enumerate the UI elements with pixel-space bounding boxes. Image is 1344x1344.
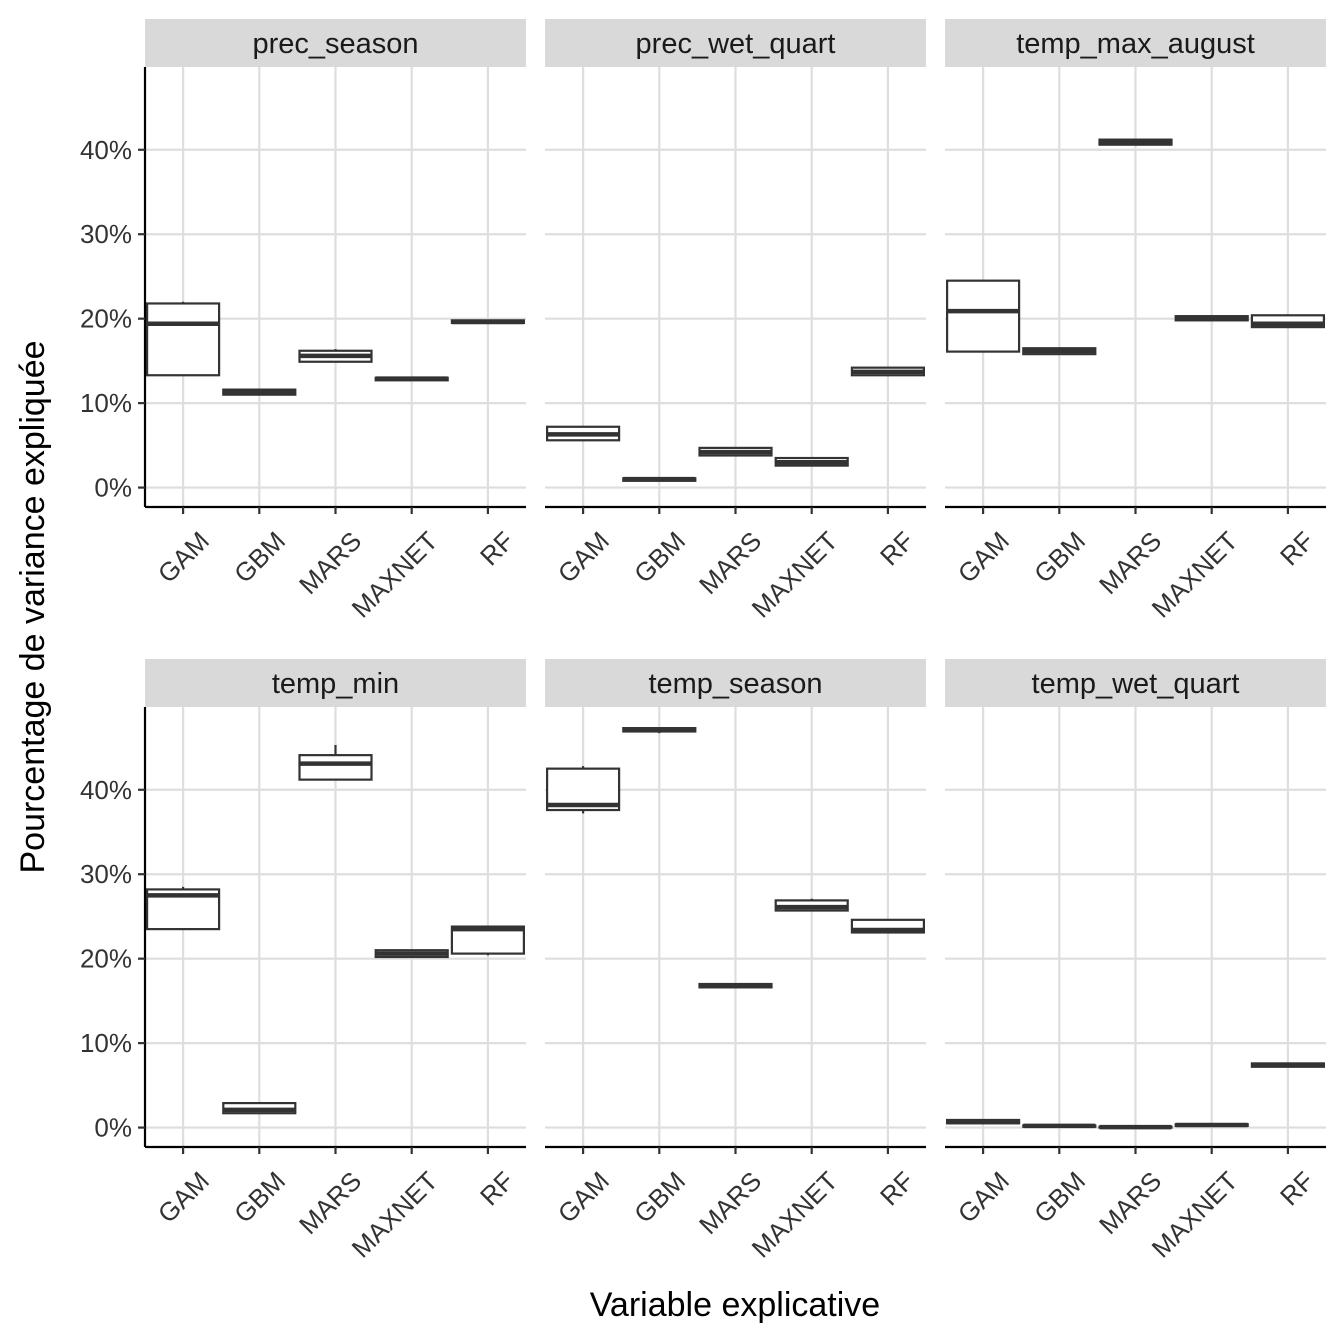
box-RF xyxy=(450,319,525,325)
x-tick-label: RF xyxy=(474,1166,520,1212)
box-iqr xyxy=(298,754,373,781)
box-MARS xyxy=(1098,138,1173,146)
x-tick-label: GAM xyxy=(552,1166,615,1229)
y-tick-label: 30% xyxy=(80,859,132,889)
x-tick-label: GBM xyxy=(228,1166,291,1229)
facet-strip xyxy=(945,659,1326,707)
x-axis-title: Variable explicative xyxy=(590,1286,880,1324)
box-RF xyxy=(450,925,525,956)
box-MARS xyxy=(298,349,373,363)
box-GBM xyxy=(222,1101,297,1115)
x-tick-label: MARS xyxy=(693,526,767,600)
box-MAXNET xyxy=(374,949,449,959)
x-tick-label: GAM xyxy=(152,1166,215,1229)
box-GAM xyxy=(945,279,1021,353)
box-MAXNET xyxy=(1174,315,1249,322)
box-MARS xyxy=(1098,1124,1173,1130)
x-tick-label: RF xyxy=(474,526,520,572)
box-GBM xyxy=(622,476,697,482)
x-tick-label: GAM xyxy=(152,526,215,589)
y-tick-label: 40% xyxy=(80,775,132,805)
box-GBM xyxy=(622,727,697,734)
x-tick-label: GBM xyxy=(1028,1166,1091,1229)
box-MARS xyxy=(298,745,373,781)
x-tick-label: MARS xyxy=(293,526,367,600)
y-tick-label: 0% xyxy=(94,1113,132,1143)
box-GAM xyxy=(545,425,621,442)
box-MARS xyxy=(698,446,773,457)
box-GAM xyxy=(545,766,621,814)
box-iqr xyxy=(146,302,221,377)
box-RF xyxy=(850,918,926,934)
y-tick-label: 10% xyxy=(80,388,132,418)
box-MAXNET xyxy=(774,898,849,912)
x-tick-label: GAM xyxy=(952,526,1015,589)
box-GAM xyxy=(146,886,221,931)
facet-strip xyxy=(145,659,526,707)
facet-strip-label: temp_season xyxy=(648,668,822,700)
box-MARS xyxy=(698,982,773,989)
x-tick-label: RF xyxy=(1274,1166,1320,1212)
x-tick-label: GAM xyxy=(952,1166,1015,1229)
box-MAXNET xyxy=(1174,1122,1249,1128)
x-tick-label: GBM xyxy=(228,526,291,589)
y-tick-label: 40% xyxy=(80,135,132,165)
y-tick-label: 30% xyxy=(80,219,132,249)
x-tick-label: MARS xyxy=(1093,1166,1167,1240)
y-tick-label: 0% xyxy=(94,473,132,503)
facet-strip-label: temp_wet_quart xyxy=(1032,668,1240,700)
box-GBM xyxy=(222,388,297,396)
facet-strip-label: temp_max_august xyxy=(1016,28,1255,60)
y-tick-label: 20% xyxy=(80,304,132,334)
box-GAM xyxy=(146,301,221,377)
box-iqr xyxy=(945,279,1021,353)
y-tick-label: 10% xyxy=(80,1028,132,1058)
facet-strip xyxy=(545,659,926,707)
box-RF xyxy=(1250,314,1326,329)
x-tick-label: MARS xyxy=(693,1166,767,1240)
box-MAXNET xyxy=(374,376,449,382)
x-tick-label: RF xyxy=(874,526,920,572)
facet-strip xyxy=(145,19,526,67)
box-GBM xyxy=(1022,1123,1097,1129)
facet-strip-label: prec_season xyxy=(252,28,418,60)
x-tick-label: GBM xyxy=(1028,526,1091,589)
y-axis-title: Pourcentage de variance expliquée xyxy=(14,340,52,873)
x-tick-label: RF xyxy=(1274,526,1320,572)
box-RF xyxy=(1250,1062,1326,1068)
x-tick-label: GAM xyxy=(552,526,615,589)
x-tick-label: RF xyxy=(874,1166,920,1212)
facet-strip-label: temp_min xyxy=(272,668,399,700)
box-GBM xyxy=(1022,347,1097,356)
box-RF xyxy=(850,366,926,377)
box-MAXNET xyxy=(774,456,849,467)
x-tick-label: GBM xyxy=(628,1166,691,1229)
box-iqr xyxy=(1250,314,1326,329)
x-tick-label: MARS xyxy=(293,1166,367,1240)
facet-strip-label: prec_wet_quart xyxy=(636,28,836,60)
box-GAM xyxy=(945,1118,1021,1125)
x-tick-label: MARS xyxy=(1093,526,1167,600)
facet-strip xyxy=(945,19,1326,67)
x-tick-label: GBM xyxy=(628,526,691,589)
facet-strip xyxy=(545,19,926,67)
y-tick-label: 20% xyxy=(80,944,132,974)
